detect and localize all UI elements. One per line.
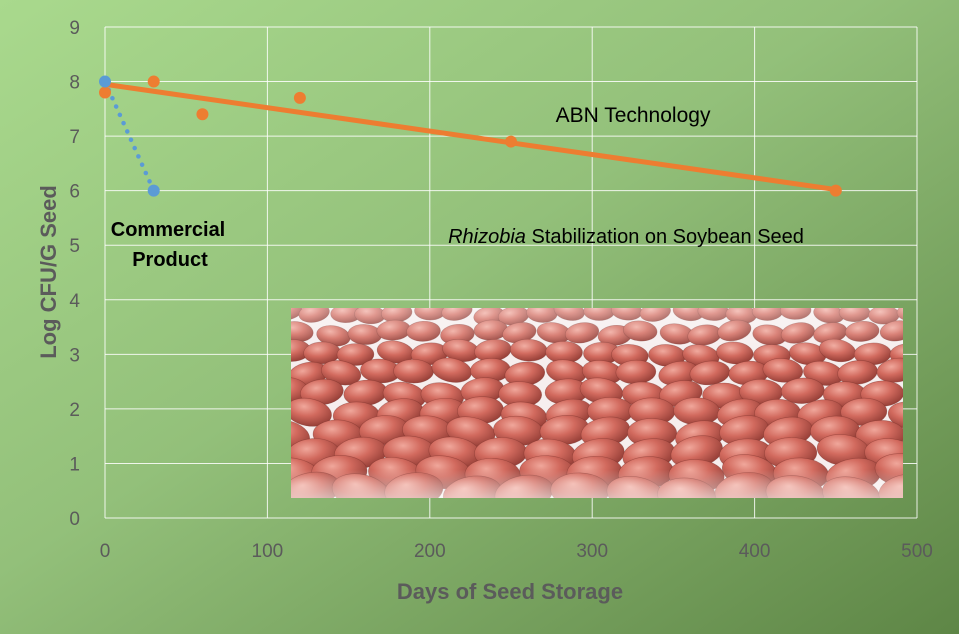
y-tick-label: 0 (69, 509, 80, 530)
y-axis-label: Log CFU/G Seed (36, 185, 61, 359)
y-tick-label: 4 (69, 291, 80, 312)
commercial-product-trendline (102, 79, 156, 193)
abn-data-point (99, 86, 111, 99)
y-tick-label: 9 (69, 18, 80, 39)
y-tick-label: 5 (69, 236, 80, 257)
subtitle-italic-part: Rhizobia (448, 226, 526, 248)
trendlines (102, 79, 839, 193)
abn-technology-trendline (102, 81, 839, 193)
y-tick-label: 7 (69, 127, 80, 148)
y-tick-label: 2 (69, 400, 80, 421)
abn-data-point (147, 75, 160, 88)
x-axis-ticks: 0 100 200 300 400 500 (100, 541, 933, 562)
x-tick-label: 500 (901, 541, 933, 562)
x-tick-label: 200 (414, 541, 446, 562)
x-tick-label: 100 (252, 541, 284, 562)
y-tick-label: 1 (69, 454, 80, 475)
soybean-seed-photo (291, 308, 903, 498)
y-tick-label: 3 (69, 345, 80, 366)
commercial-product-label-line2: Product (132, 249, 208, 271)
commercial-data-point (99, 75, 111, 88)
y-axis-ticks: 0 1 2 3 4 5 6 7 8 9 (69, 18, 80, 530)
abn-data-point (196, 108, 209, 121)
y-tick-label: 8 (69, 73, 80, 94)
x-axis-label: Days of Seed Storage (397, 579, 623, 604)
subtitle-rest-part: Stabilization on Soybean Seed (526, 226, 804, 248)
abn-technology-label: ABN Technology (556, 104, 711, 127)
x-tick-label: 300 (576, 541, 608, 562)
y-tick-label: 6 (69, 182, 80, 203)
commercial-product-label-line1: Commercial (111, 219, 226, 241)
commercial-data-point (147, 184, 160, 197)
abn-data-point (505, 135, 517, 148)
rhizobia-subtitle: Rhizobia Stabilization on Soybean Seed (448, 226, 804, 248)
x-tick-label: 400 (739, 541, 771, 562)
data-points (99, 75, 842, 197)
abn-data-point (293, 91, 306, 104)
abn-data-point (829, 184, 842, 197)
x-tick-label: 0 (100, 541, 111, 562)
